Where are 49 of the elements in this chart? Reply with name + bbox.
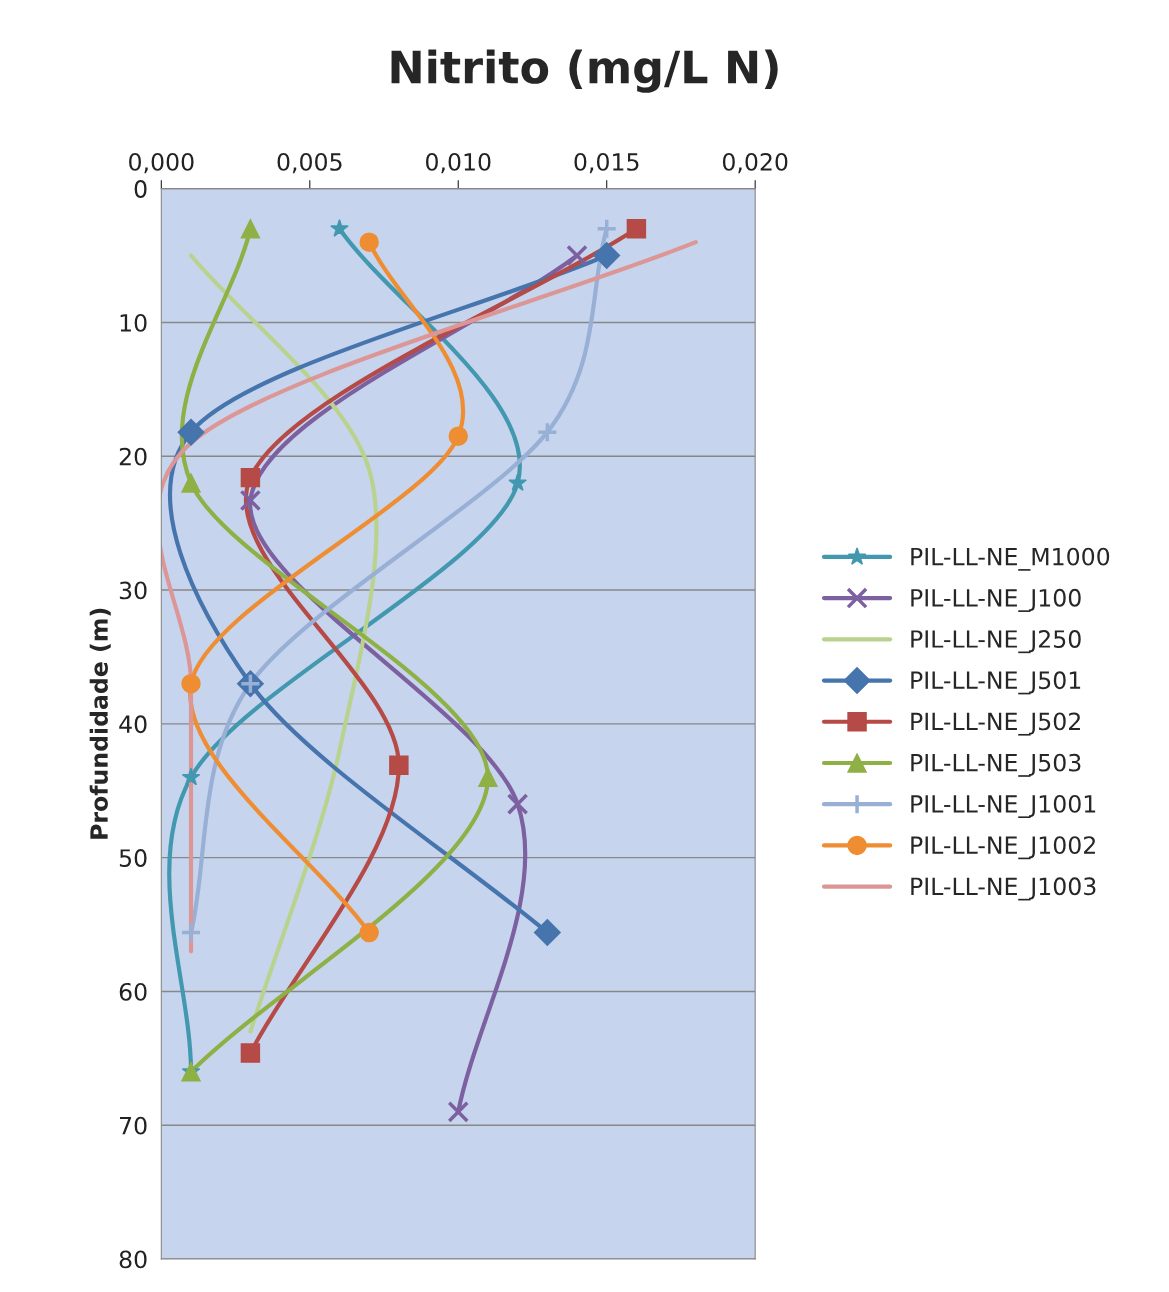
y-tick-label: 30 [119,581,147,600]
point [508,473,527,491]
x-tick-label: 0,005 [277,153,342,174]
chart-title: Nitrito (mg/L N) [391,49,778,93]
point [506,793,529,815]
y-tick-label: 20 [119,447,147,466]
point [447,1101,470,1123]
y-tick-label: 10 [120,313,147,332]
y-axis-title: Profundidade (m) [89,608,111,839]
point [478,767,498,788]
legend-label: PIL-LL-NE_J1001 [911,794,1096,819]
point [359,232,379,252]
legend-label: PIL-LL-NE_J250 [911,630,1081,654]
y-tick-label: 60 [119,982,147,1001]
point [181,473,201,493]
x-tick-label: 0,020 [722,153,788,174]
point [389,755,409,776]
y-tick-label: 70 [120,1116,147,1135]
x-tick-label: 0,010 [426,153,491,174]
point [180,921,202,944]
point [533,919,561,947]
point [448,426,468,446]
legend-label: PIL-LL-NE_J503 [911,753,1081,777]
legend-label: PIL-LL-NE_J502 [911,712,1080,736]
y-tick-label: 50 [119,849,147,867]
point [239,489,262,512]
y-tick-label: 80 [119,1250,147,1269]
point [359,922,379,943]
legend-label: PIL-LL-NE_J501 [911,671,1081,695]
point [181,767,201,786]
point [595,218,618,240]
point [330,219,349,237]
legend-label: PIL-LL-NE_J1002 [911,836,1095,860]
legend-label: PIL-LL-NE_J100 [911,588,1081,612]
point [240,467,261,488]
point [626,219,647,239]
point [593,242,621,269]
legend-label: PIL-LL-NE_M1000 [911,547,1110,571]
point [240,219,261,239]
x-tick-label: 0,015 [574,153,639,174]
point [177,418,205,446]
point [240,1043,261,1063]
point [536,421,559,443]
point [181,673,201,694]
y-tick-label: 40 [119,715,147,734]
legend-label: PIL-LL-NE_J1003 [911,877,1096,901]
x-tick-label: 0,000 [129,153,194,174]
y-tick-label: 0 [134,180,147,198]
point [566,244,588,267]
